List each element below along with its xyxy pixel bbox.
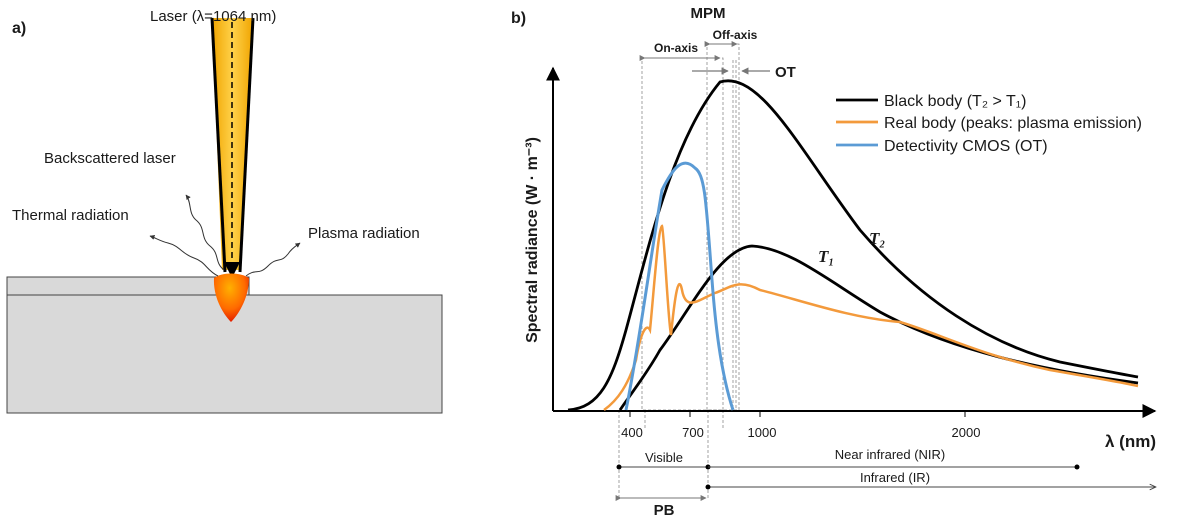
t2-curve-label: T₂ [869,229,885,248]
mpm-label: MPM [691,5,726,22]
beam-edge-left [210,17,227,273]
ir-label: Infrared (IR) [860,470,930,485]
black-body-t2-curve [567,79,1139,412]
panel-a: a) Laser (λ=1064 nm) Backscattered laser… [6,8,443,414]
on-axis-label: On-axis [654,41,698,55]
panel-b: b) MPM On-axis Off-axis OT [511,5,1156,519]
tick-700: 700 [682,425,704,440]
legend-real-body: Real body (peaks: plasma emission) [884,115,1142,132]
y-axis-label: Spectral radiance (W · m⁻³) [524,137,541,343]
tick-400: 400 [621,425,643,440]
legend: Black body (T₂ > T₁) Real body (peaks: p… [836,93,1142,155]
nir-label: Near infrared (NIR) [835,447,946,462]
pb-label: PB [654,502,675,519]
panel-b-label: b) [511,10,526,27]
plasma-label: Plasma radiation [308,225,420,242]
legend-cmos: Detectivity CMOS (OT) [884,138,1048,155]
cmos-detectivity-curve [624,161,735,411]
laser-label: Laser (λ=1064 nm) [150,8,276,25]
legend-black-body: Black body (T₂ > T₁) [884,93,1026,110]
t1-curve-label: T₁ [818,247,834,266]
x-ticks [629,411,966,417]
ot-label: OT [775,64,796,81]
thermal-arrow [149,235,219,277]
x-axis-label: λ (nm) [1105,432,1156,451]
thermal-label: Thermal radiation [12,207,129,224]
beam-edge-right [238,17,255,273]
base-plate [6,294,443,414]
black-body-t1-curve [618,244,1139,411]
tick-2000: 2000 [952,425,981,440]
tick-1000: 1000 [748,425,777,440]
off-axis-label: Off-axis [713,28,758,42]
beam-arrow-head [224,262,240,278]
plasma-arrow [245,242,301,277]
visible-label: Visible [645,450,683,465]
real-body-curve [603,224,1139,412]
panel-a-label: a) [12,20,26,37]
spectral-ranges: Visible Near infrared (NIR) Infrared (IR… [615,447,1157,519]
backscattered-label: Backscattered laser [44,150,176,167]
top-plate [6,276,250,296]
backscatter-arrow [185,194,225,271]
melt-pool [213,273,249,322]
